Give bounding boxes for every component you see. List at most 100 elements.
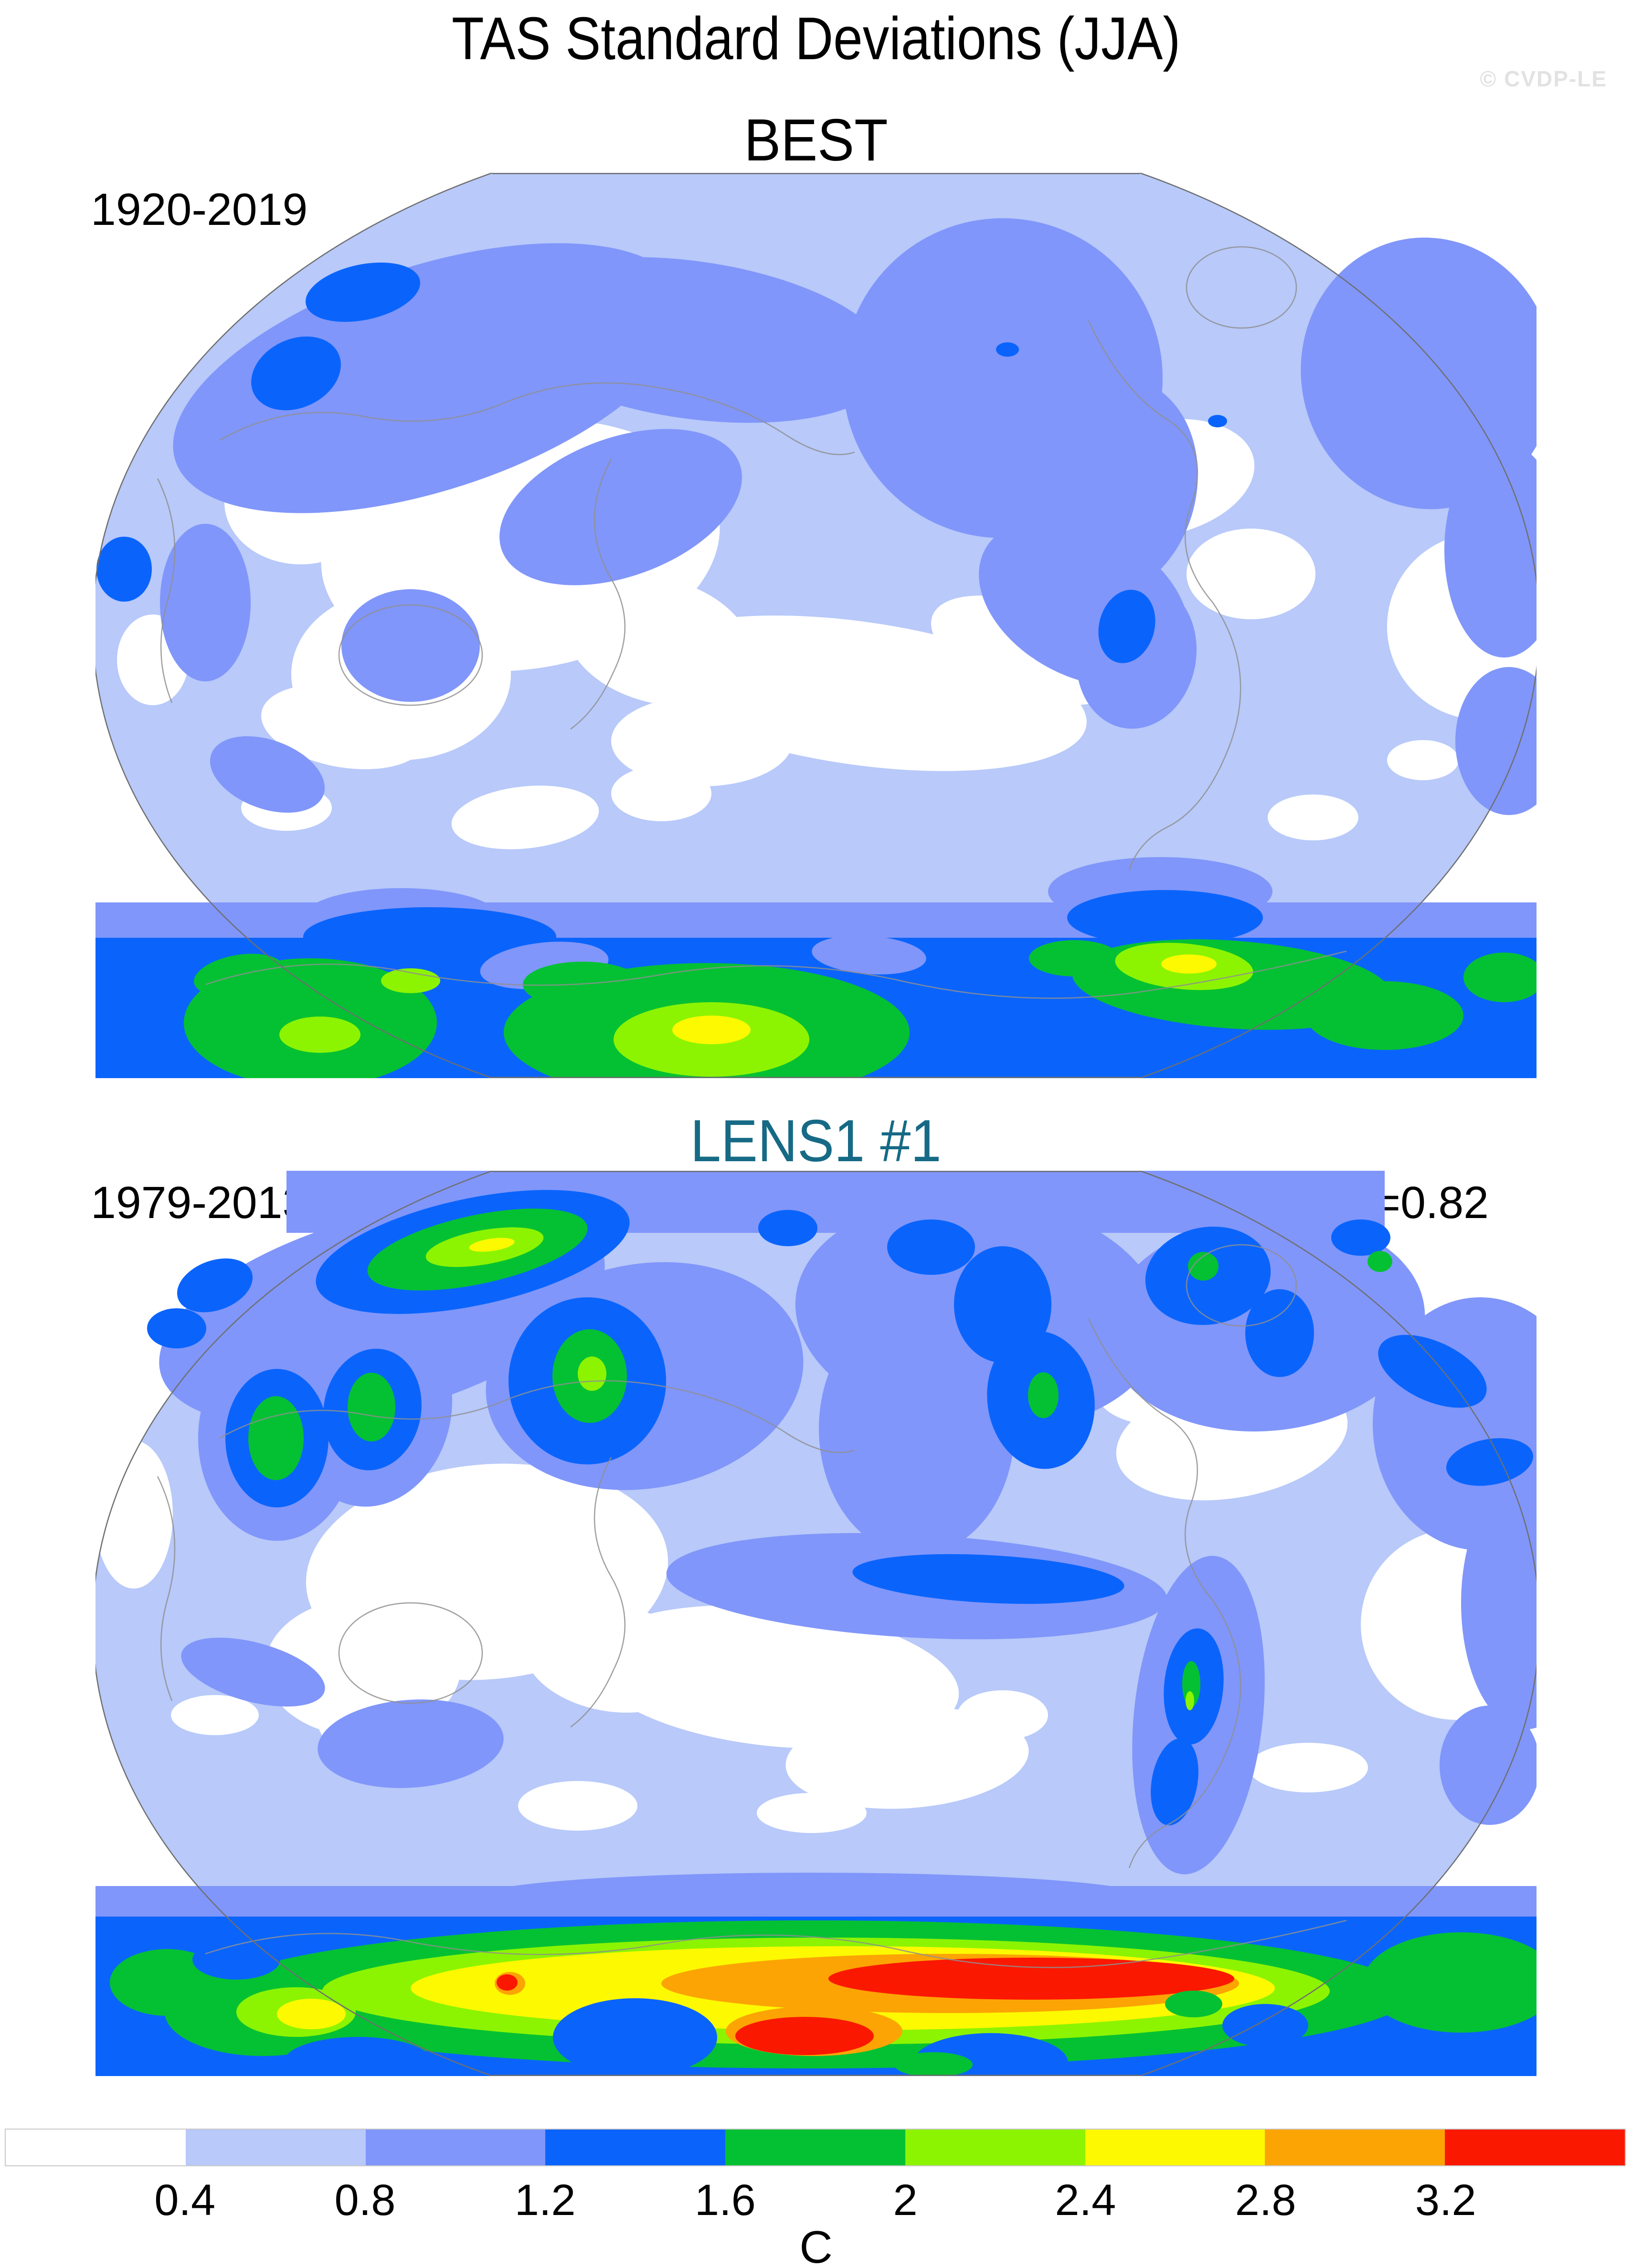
map-contour-shape: [1249, 1743, 1368, 1792]
map-contour-shape: [171, 1695, 259, 1735]
panel-best-title-text: BEST: [744, 107, 888, 173]
map-contour-shape: [1440, 1706, 1537, 1825]
map-contour-shape: [570, 459, 626, 730]
map-contour-shape: [192, 1939, 280, 1980]
colorbar-segment-7: [1265, 2130, 1445, 2165]
map-contour-shape: [475, 1873, 1148, 1922]
map-contour-shape: [735, 2017, 874, 2055]
best-map-coastlines: [157, 246, 1347, 999]
map-contour-shape: [996, 342, 1019, 357]
colorbar-tick-2: 2: [893, 2176, 918, 2225]
colorbar-tick-0.8: 0.8: [334, 2176, 396, 2225]
panel-best-period: 1920-2019: [91, 184, 308, 235]
lens1-map-outline: [95, 1171, 1537, 2076]
map-contour-shape: [611, 696, 793, 786]
map-contour-shape: [497, 1974, 518, 1991]
lens1-map: [95, 1171, 1537, 2076]
map-contour-shape: [1165, 1991, 1222, 2017]
map-contour-shape: [318, 1699, 504, 1788]
map-contour-shape: [277, 1999, 346, 2029]
map-contour-shape: [1088, 320, 1241, 870]
map-contour-shape: [348, 1373, 395, 1441]
map-contour-shape: [785, 1707, 1029, 1809]
map-contour-shape: [279, 1017, 360, 1053]
map-contour-shape: [1268, 795, 1358, 840]
map-contour-shape: [210, 736, 325, 813]
map-contour-shape: [341, 589, 480, 702]
colorbar-tick-1.2: 1.2: [514, 2176, 576, 2225]
map-contour-shape: [1186, 246, 1297, 329]
map-contour-shape: [611, 766, 711, 821]
map-contour-shape: [957, 1690, 1048, 1740]
lens1-map-coastlines: [157, 1244, 1347, 1968]
best-map-mid-variance-regions: [160, 218, 1537, 815]
panel-best-title: BEST: [0, 111, 1632, 170]
map-contour-shape: [306, 262, 420, 322]
map-contour-shape: [1187, 529, 1315, 619]
map-contour-shape: [205, 1919, 1347, 1968]
map-contour-shape: [95, 1441, 173, 1589]
colorbar-segment-1: [185, 2130, 366, 2165]
colorbar: [5, 2129, 1626, 2166]
map-contour-shape: [828, 1958, 1234, 2000]
map-contour-shape: [1151, 1738, 1198, 1825]
map-contour-shape: [1186, 1691, 1194, 1710]
map-contour-shape: [1222, 2004, 1308, 2047]
colorbar-segment-0: [6, 2130, 186, 2165]
map-contour-shape: [177, 1258, 253, 1313]
map-contour-shape: [894, 2052, 973, 2076]
map-contour-shape: [1188, 1252, 1219, 1281]
map-contour-shape: [1245, 1289, 1314, 1377]
map-contour-shape: [1306, 981, 1463, 1050]
colorbar-unit-label: C: [799, 2222, 833, 2268]
map-contour-shape: [157, 1476, 176, 1701]
panel-lens1-period: 1979-2013: [91, 1177, 308, 1228]
map-contour-shape: [284, 2037, 432, 2076]
page-title-text: TAS Standard Deviations (JJA): [451, 5, 1181, 72]
colorbar-tick-2.4: 2.4: [1055, 2176, 1116, 2225]
colorbar-tick-0.4: 0.4: [154, 2176, 216, 2225]
map-contour-shape: [588, 1605, 959, 1749]
map-contour-shape: [1455, 667, 1537, 815]
map-contour-shape: [1444, 443, 1537, 657]
map-contour-shape: [1367, 1251, 1392, 1272]
colorbar-segment-4: [725, 2130, 905, 2165]
map-contour-shape: [219, 382, 855, 456]
map-contour-shape: [1029, 940, 1120, 976]
map-contour-shape: [493, 257, 891, 423]
map-contour-shape: [1161, 954, 1217, 974]
map-contour-shape: [381, 968, 440, 993]
map-contour-shape: [1363, 1932, 1537, 2033]
colorbar-tick-3.2: 3.2: [1415, 2176, 1476, 2225]
panel-lens1-title: LENS1 #1: [0, 1112, 1632, 1171]
map-contour-shape: [758, 1210, 817, 1246]
map-contour-shape: [1331, 1219, 1390, 1256]
map-contour-shape: [205, 950, 1347, 999]
panel-lens1-title-text: LENS1 #1: [690, 1108, 942, 1174]
map-contour-shape: [451, 785, 599, 849]
colorbar-segment-8: [1445, 2130, 1625, 2165]
map-contour-shape: [1446, 1438, 1533, 1486]
map-contour-shape: [261, 684, 426, 770]
best-map-antarctic-band: [95, 857, 1537, 1078]
map-contour-shape: [251, 336, 341, 411]
map-contour-shape: [303, 907, 556, 966]
colorbar-tick-2.8: 2.8: [1235, 2176, 1296, 2225]
colorbar-tick-1.6: 1.6: [694, 2176, 756, 2225]
map-contour-shape: [147, 1308, 206, 1348]
map-contour-shape: [1301, 237, 1537, 509]
colorbar-segment-6: [1085, 2130, 1265, 2165]
map-contour-shape: [160, 524, 251, 681]
map-contour-shape: [469, 1238, 515, 1252]
colorbar-segment-3: [545, 2130, 726, 2165]
watermark: © CVDP-LE: [1480, 66, 1607, 91]
map-contour-shape: [181, 1637, 325, 1707]
map-contour-shape: [1337, 2032, 1456, 2076]
map-contour-shape: [1088, 1318, 1241, 1868]
map-contour-shape: [338, 604, 483, 706]
map-contour-shape: [96, 537, 152, 602]
map-contour-shape: [1098, 590, 1155, 663]
map-contour-shape: [578, 1357, 606, 1391]
map-contour-shape: [1378, 1335, 1487, 1408]
best-map-outline: [95, 173, 1537, 1078]
